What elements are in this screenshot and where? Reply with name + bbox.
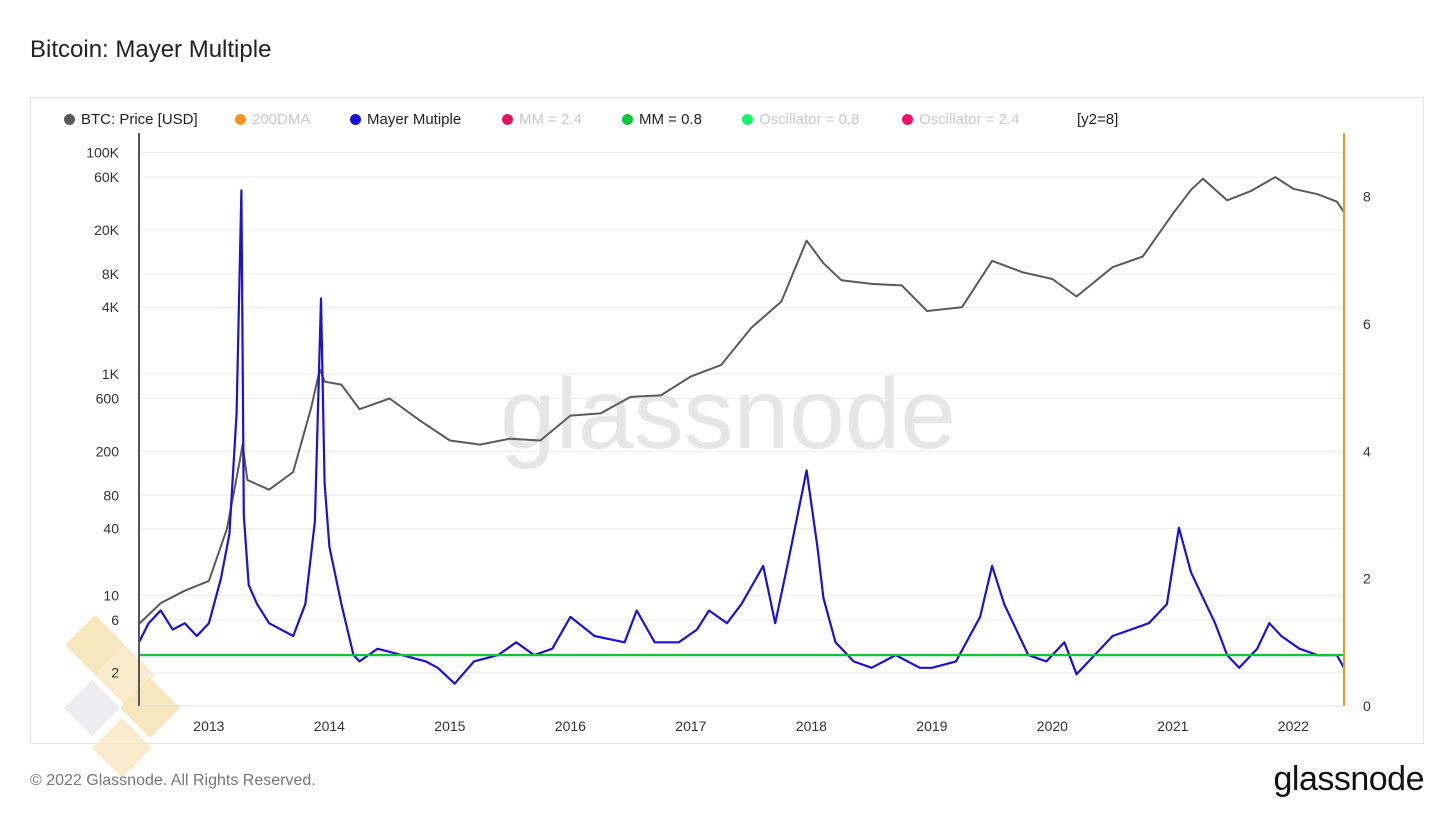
y-left-tick-label: 8K bbox=[102, 266, 120, 282]
y-left-tick-label: 4K bbox=[102, 299, 120, 315]
legend-dot-icon bbox=[902, 114, 913, 125]
y-right-tick-label: 2 bbox=[1363, 571, 1371, 587]
legend-label: Mayer Mutiple bbox=[367, 111, 462, 128]
axes: 2 6 10 40 80 200 600 1K 4K 8K 20K 60K 100K 0 2 4 6 8 2013 2… bbox=[86, 133, 1371, 734]
y-right-tick-label: 8 bbox=[1363, 189, 1371, 205]
x-tick-label: 2018 bbox=[796, 718, 827, 734]
y-left-tick-label: 1K bbox=[102, 366, 120, 382]
x-tick-label: 2022 bbox=[1278, 718, 1309, 734]
legend-dot-icon bbox=[235, 114, 246, 125]
legend-item-oscillator-0-8[interactable]: Oscillator = 0.8 bbox=[742, 111, 859, 128]
x-tick-label: 2015 bbox=[434, 718, 465, 734]
chart-frame bbox=[30, 97, 1424, 744]
legend-dot-icon bbox=[350, 114, 361, 125]
x-tick-label: 2016 bbox=[555, 718, 586, 734]
legend-dot-icon bbox=[64, 114, 75, 125]
legend-dot-icon bbox=[622, 114, 633, 125]
copyright-text: © 2022 Glassnode. All Rights Reserved. bbox=[30, 772, 316, 789]
logo-diamond-shape bbox=[92, 718, 152, 778]
x-tick-label: 2013 bbox=[193, 718, 224, 734]
legend-item-200dma[interactable]: 200DMA bbox=[235, 111, 310, 128]
axis-scale-note[interactable]: [y2=8] bbox=[1077, 111, 1119, 128]
legend-label: BTC: Price [USD] bbox=[81, 111, 198, 128]
legend-item-mayer-multiple[interactable]: Mayer Mutiple bbox=[350, 111, 461, 128]
page-title: Bitcoin: Mayer Multiple bbox=[30, 36, 272, 63]
y-left-tick-label: 40 bbox=[103, 521, 119, 537]
y-right-tick-label: 4 bbox=[1363, 443, 1371, 459]
legend-item-mm-2-4[interactable]: MM = 2.4 bbox=[502, 111, 582, 128]
y-left-tick-label: 10 bbox=[103, 587, 119, 603]
legend-item-oscillator-2-4[interactable]: Oscillator = 2.4 bbox=[902, 111, 1019, 128]
logo-diamond-shape bbox=[64, 680, 120, 736]
y-left-tick-label: 200 bbox=[96, 443, 120, 459]
y-left-tick-label: 100K bbox=[86, 144, 119, 160]
watermark: glassnode bbox=[500, 358, 956, 470]
x-tick-label: 2019 bbox=[916, 718, 947, 734]
y-right-tick-label: 6 bbox=[1363, 316, 1371, 332]
y-left-tick-label: 6 bbox=[111, 612, 119, 628]
legend-label: Oscillator = 2.4 bbox=[919, 111, 1020, 128]
y-left-tick-label: 2 bbox=[111, 665, 119, 681]
y-left-tick-label: 20K bbox=[94, 222, 120, 238]
x-tick-label: 2017 bbox=[675, 718, 706, 734]
legend-item-btc-price[interactable]: BTC: Price [USD] bbox=[64, 111, 198, 128]
legend-dot-icon bbox=[502, 114, 513, 125]
legend-dot-icon bbox=[742, 114, 753, 125]
brand-logo[interactable]: glassnode bbox=[1273, 760, 1424, 798]
corner-logo-mark bbox=[64, 615, 180, 778]
series-line-btc-price-usd bbox=[138, 176, 1345, 625]
y-left-tick-label: 60K bbox=[94, 169, 120, 185]
x-tick-label: 2021 bbox=[1157, 718, 1188, 734]
x-tick-label: 2020 bbox=[1037, 718, 1068, 734]
legend-label: MM = 0.8 bbox=[639, 111, 702, 128]
y-left-tick-label: 80 bbox=[103, 487, 119, 503]
logo-diamond-shape bbox=[120, 678, 180, 738]
series-layer bbox=[138, 176, 1345, 685]
legend-label: MM = 2.4 bbox=[519, 111, 582, 128]
y-left-tick-label: 600 bbox=[96, 390, 120, 406]
legend-label: Oscillator = 0.8 bbox=[759, 111, 860, 128]
series-line-mayer-mutiple bbox=[138, 189, 1345, 685]
legend-label: 200DMA bbox=[252, 111, 311, 128]
x-tick-label: 2014 bbox=[314, 718, 345, 734]
legend-item-mm-0-8[interactable]: MM = 0.8 bbox=[622, 111, 702, 128]
y-right-tick-label: 0 bbox=[1363, 698, 1371, 714]
